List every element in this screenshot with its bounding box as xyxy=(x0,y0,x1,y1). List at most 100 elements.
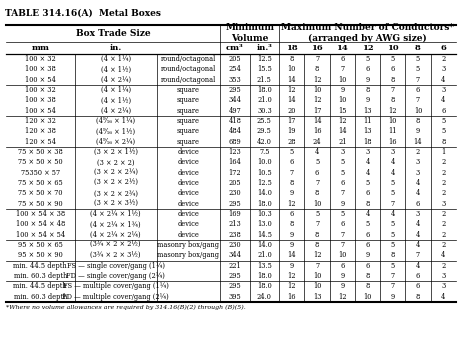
Text: 169: 169 xyxy=(228,210,241,218)
Text: 5: 5 xyxy=(441,127,446,135)
Text: (4 × 1¼): (4 × 1¼) xyxy=(100,55,131,63)
Text: 3: 3 xyxy=(340,148,345,156)
Text: (4 × 1½): (4 × 1½) xyxy=(100,96,131,104)
Text: 4: 4 xyxy=(391,169,395,177)
Text: 5: 5 xyxy=(290,148,294,156)
Text: 8: 8 xyxy=(290,220,294,228)
Text: 9: 9 xyxy=(290,231,294,239)
Text: 9: 9 xyxy=(416,127,420,135)
Text: 2: 2 xyxy=(441,158,446,166)
Text: 8: 8 xyxy=(416,293,420,301)
Text: 12: 12 xyxy=(288,200,296,208)
Text: min. 44.5 depth: min. 44.5 depth xyxy=(13,262,67,270)
Text: 418: 418 xyxy=(228,117,241,125)
Text: 8: 8 xyxy=(315,241,319,249)
Text: 6: 6 xyxy=(365,231,370,239)
Text: 15: 15 xyxy=(338,107,346,115)
Text: 17: 17 xyxy=(313,107,321,115)
Text: min. 60.3 depth: min. 60.3 depth xyxy=(14,272,67,280)
Text: 4: 4 xyxy=(441,96,446,104)
Text: 7: 7 xyxy=(315,179,319,187)
Text: 395: 395 xyxy=(228,293,241,301)
Text: square: square xyxy=(177,127,200,135)
Text: 10: 10 xyxy=(288,65,296,73)
Text: 10.3: 10.3 xyxy=(257,210,272,218)
Text: 8: 8 xyxy=(416,117,420,125)
Text: 21: 21 xyxy=(338,138,346,146)
Text: 4: 4 xyxy=(441,251,446,259)
Text: square: square xyxy=(177,107,200,115)
Text: (4 × 2¼ × 1¾): (4 × 2¼ × 1¾) xyxy=(91,220,141,228)
Text: 6: 6 xyxy=(365,262,370,270)
Text: 3: 3 xyxy=(441,272,446,280)
Text: 75 × 50 × 38: 75 × 50 × 38 xyxy=(18,148,63,156)
Text: (4 × 2¼ × 2¼): (4 × 2¼ × 2¼) xyxy=(91,231,141,239)
Text: 100 × 32: 100 × 32 xyxy=(25,86,55,94)
Text: (4 × 1½): (4 × 1½) xyxy=(100,65,131,73)
Text: 13.5: 13.5 xyxy=(257,262,272,270)
Text: 7: 7 xyxy=(340,241,345,249)
Text: 2: 2 xyxy=(441,169,446,177)
Text: 4: 4 xyxy=(416,231,420,239)
Text: 10: 10 xyxy=(338,96,346,104)
Text: FS — multiple cover/gang (1¼): FS — multiple cover/gang (1¼) xyxy=(63,283,169,290)
Text: 3: 3 xyxy=(441,283,446,290)
Text: (3 × 2 × 3½): (3 × 2 × 3½) xyxy=(94,200,138,208)
Text: 5: 5 xyxy=(365,179,370,187)
Text: 9: 9 xyxy=(340,283,345,290)
Text: device: device xyxy=(177,210,200,218)
Text: 9: 9 xyxy=(290,262,294,270)
Text: 7: 7 xyxy=(391,86,395,94)
Text: 9: 9 xyxy=(290,241,294,249)
Text: 2: 2 xyxy=(416,148,420,156)
Text: 29.5: 29.5 xyxy=(257,127,272,135)
Text: 5: 5 xyxy=(391,231,395,239)
Text: 6: 6 xyxy=(340,55,345,63)
Text: 100 × 38: 100 × 38 xyxy=(25,65,55,73)
Text: 5: 5 xyxy=(365,55,370,63)
Text: 344: 344 xyxy=(228,251,241,259)
Text: 21.0: 21.0 xyxy=(257,251,272,259)
Text: 9: 9 xyxy=(340,272,345,280)
Text: 164: 164 xyxy=(228,158,241,166)
Text: 12: 12 xyxy=(338,117,346,125)
Text: 6: 6 xyxy=(441,107,446,115)
Text: device: device xyxy=(177,148,200,156)
Text: 7: 7 xyxy=(340,65,345,73)
Text: 205: 205 xyxy=(228,179,241,187)
Text: 21.5: 21.5 xyxy=(257,76,272,84)
Text: Box Trade Size: Box Trade Size xyxy=(76,29,150,38)
Text: 95 × 50 × 90: 95 × 50 × 90 xyxy=(18,251,63,259)
Text: 6: 6 xyxy=(365,190,370,197)
Text: 18.0: 18.0 xyxy=(257,86,272,94)
Text: 238: 238 xyxy=(228,231,241,239)
Text: 100 × 38: 100 × 38 xyxy=(25,96,55,104)
Text: 5: 5 xyxy=(391,262,395,270)
Text: 295: 295 xyxy=(228,200,241,208)
Text: (4⁹⁄₁₆ × 2¼): (4⁹⁄₁₆ × 2¼) xyxy=(96,138,135,146)
Text: 2: 2 xyxy=(441,262,446,270)
Text: 3: 3 xyxy=(365,148,370,156)
Text: 14.5: 14.5 xyxy=(257,231,272,239)
Text: device: device xyxy=(177,158,200,166)
Text: 12: 12 xyxy=(288,86,296,94)
Text: 4: 4 xyxy=(315,148,319,156)
Text: 8: 8 xyxy=(365,283,370,290)
Text: 4: 4 xyxy=(416,179,420,187)
Text: 2: 2 xyxy=(441,241,446,249)
Text: 6: 6 xyxy=(416,200,420,208)
Text: 120 × 54: 120 × 54 xyxy=(25,138,56,146)
Text: device: device xyxy=(177,179,200,187)
Text: *Where no volume allowances are required by 314.16(B)(2) through (B)(5).: *Where no volume allowances are required… xyxy=(6,305,246,310)
Text: 12: 12 xyxy=(288,283,296,290)
Text: 3: 3 xyxy=(391,148,395,156)
Text: 8: 8 xyxy=(391,96,395,104)
Text: 100 × 54 × 38: 100 × 54 × 38 xyxy=(16,210,65,218)
Text: 689: 689 xyxy=(228,138,241,146)
Text: 221: 221 xyxy=(228,262,241,270)
Text: FD — multiple cover/gang (2¼): FD — multiple cover/gang (2¼) xyxy=(63,293,169,301)
Text: 2: 2 xyxy=(441,179,446,187)
Text: 7.5: 7.5 xyxy=(259,148,270,156)
Text: device: device xyxy=(177,169,200,177)
Text: 7: 7 xyxy=(315,220,319,228)
